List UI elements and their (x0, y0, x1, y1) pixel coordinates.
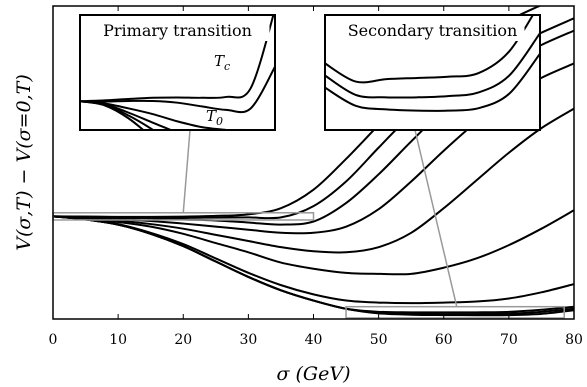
inset-curve-6 (80, 100, 145, 130)
potential-curve-5 (53, 107, 574, 254)
x-tick-label: 60 (435, 332, 453, 348)
inset-title: Primary transition (103, 21, 252, 40)
inset-title-bg (340, 19, 525, 41)
x-tick-label: 10 (109, 332, 127, 348)
inset-series-group (325, 15, 540, 112)
inset-curve-4 (80, 100, 174, 130)
primary-zoom-connector (182, 129, 191, 213)
annot-main: T (214, 52, 225, 70)
potential-curve-6 (53, 209, 574, 276)
annot-main: T (206, 107, 217, 125)
potential-curve-7 (53, 215, 574, 305)
x-tick-label: 30 (239, 332, 257, 348)
secondary-zoom-region (345, 305, 565, 319)
x-tick-label: 80 (565, 332, 583, 348)
x-axis-label: σ (GeV) (277, 363, 351, 385)
annot-sub: 0 (216, 115, 223, 128)
inset-series-group (80, 15, 275, 130)
inset-curve-2 (325, 32, 540, 99)
t0-label: T0 (206, 107, 223, 128)
inset-curve-1 (325, 15, 535, 84)
secondary-zoom-connector (414, 129, 458, 307)
inset-curve-3 (80, 100, 235, 130)
x-tick-label: 20 (174, 332, 192, 348)
inset-title: Secondary transition (348, 21, 518, 40)
inset-title-bg (85, 19, 270, 41)
x-tick-label: 40 (305, 332, 323, 348)
secondary-transition-inset: Secondary transition (324, 14, 541, 131)
inset-curve-1 (80, 15, 275, 103)
tc-label: Tc (214, 52, 230, 73)
potential-curve-10 (53, 215, 574, 317)
x-tick-label: 70 (500, 332, 518, 348)
inset-curve-2 (80, 66, 275, 114)
x-tick-label: 0 (49, 332, 58, 348)
annot-sub: c (224, 60, 230, 73)
primary-transition-inset: Primary transition (79, 14, 276, 131)
potential-curve-8 (53, 215, 574, 314)
y-axis-label: V(σ,T) − V(σ=0,T) (13, 74, 35, 250)
inset-curve-3 (325, 53, 540, 112)
x-tick-label: 50 (370, 332, 388, 348)
